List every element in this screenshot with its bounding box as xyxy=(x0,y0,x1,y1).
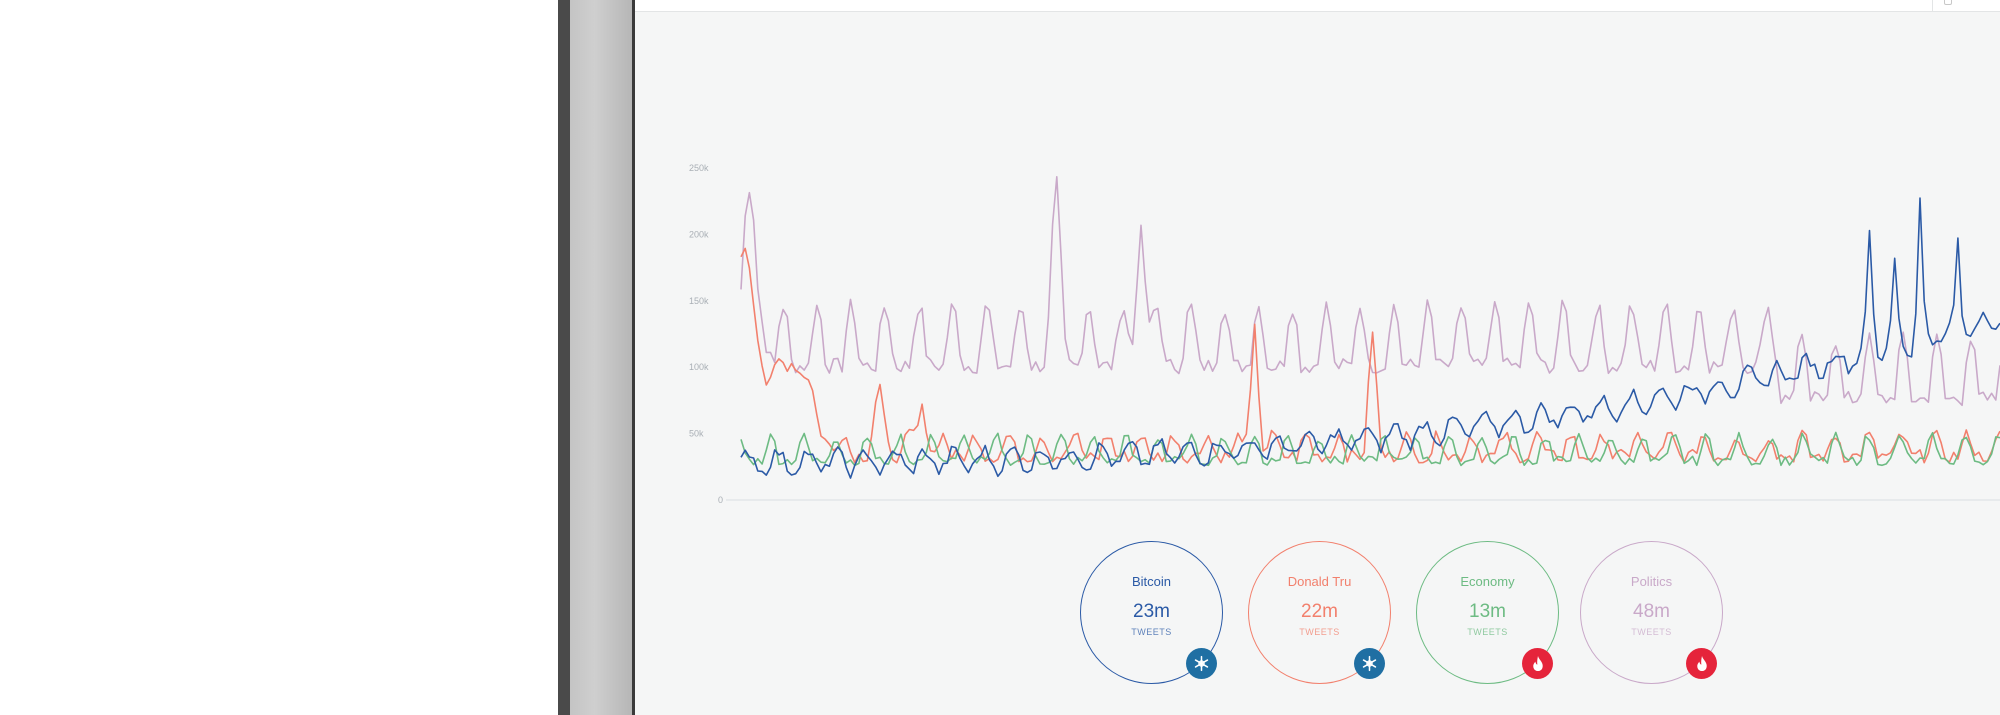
legend-unit: TWEETS xyxy=(1467,627,1508,637)
dashboard-screen: 250k 200k 150k 100k 50k 0 Bitcoin 23m TWEETS Don… xyxy=(635,0,2000,715)
window-control[interactable] xyxy=(1932,0,1963,11)
device-bezel xyxy=(570,0,632,715)
legend-unit: TWEETS xyxy=(1131,627,1172,637)
y-tick-label: 200k xyxy=(689,229,709,239)
legend-name: Economy xyxy=(1460,574,1515,589)
legend-count: 23m xyxy=(1133,601,1170,622)
legend-bubble-bitcoin[interactable]: Bitcoin 23m TWEETS xyxy=(1080,541,1223,684)
device-bezel-outer xyxy=(558,0,570,715)
window-control-icon xyxy=(1944,0,1952,5)
legend-name: Politics xyxy=(1630,574,1673,589)
series-line-donald-trump xyxy=(740,247,2000,464)
snowflake-icon xyxy=(1186,648,1217,679)
y-tick-label: 0 xyxy=(718,495,723,505)
legend-name: Donald Tru xyxy=(1287,574,1352,589)
legend-count: 48m xyxy=(1633,601,1670,622)
top-bar xyxy=(635,0,2000,12)
legend-count: 22m xyxy=(1301,601,1338,622)
legend-name: Bitcoin xyxy=(1131,574,1172,589)
legend-count: 13m xyxy=(1469,601,1506,622)
legend-bubble-donald-tru[interactable]: Donald Tru 22m TWEETS xyxy=(1248,541,1391,684)
flame-icon xyxy=(1522,648,1553,679)
series-line-economy xyxy=(740,431,2000,467)
legend-unit: TWEETS xyxy=(1631,627,1672,637)
legend-bubble-politics[interactable]: Politics 48m TWEETS xyxy=(1580,541,1723,684)
device-bezel-edge xyxy=(632,0,635,715)
series-line-politics xyxy=(740,176,2000,407)
y-tick-label: 250k xyxy=(689,163,709,173)
y-axis: 250k 200k 150k 100k 50k 0 xyxy=(689,163,723,505)
tweet-volume-chart: 250k 200k 150k 100k 50k 0 xyxy=(689,163,2000,505)
y-tick-label: 100k xyxy=(689,362,709,372)
snowflake-icon xyxy=(1354,648,1385,679)
flame-icon xyxy=(1686,648,1717,679)
series-line-bitcoin xyxy=(740,197,2000,479)
y-tick-label: 50k xyxy=(689,429,704,439)
y-tick-label: 150k xyxy=(689,296,709,306)
legend-unit: TWEETS xyxy=(1299,627,1340,637)
series-layer xyxy=(740,176,2000,479)
legend-bubble-economy[interactable]: Economy 13m TWEETS xyxy=(1416,541,1559,684)
